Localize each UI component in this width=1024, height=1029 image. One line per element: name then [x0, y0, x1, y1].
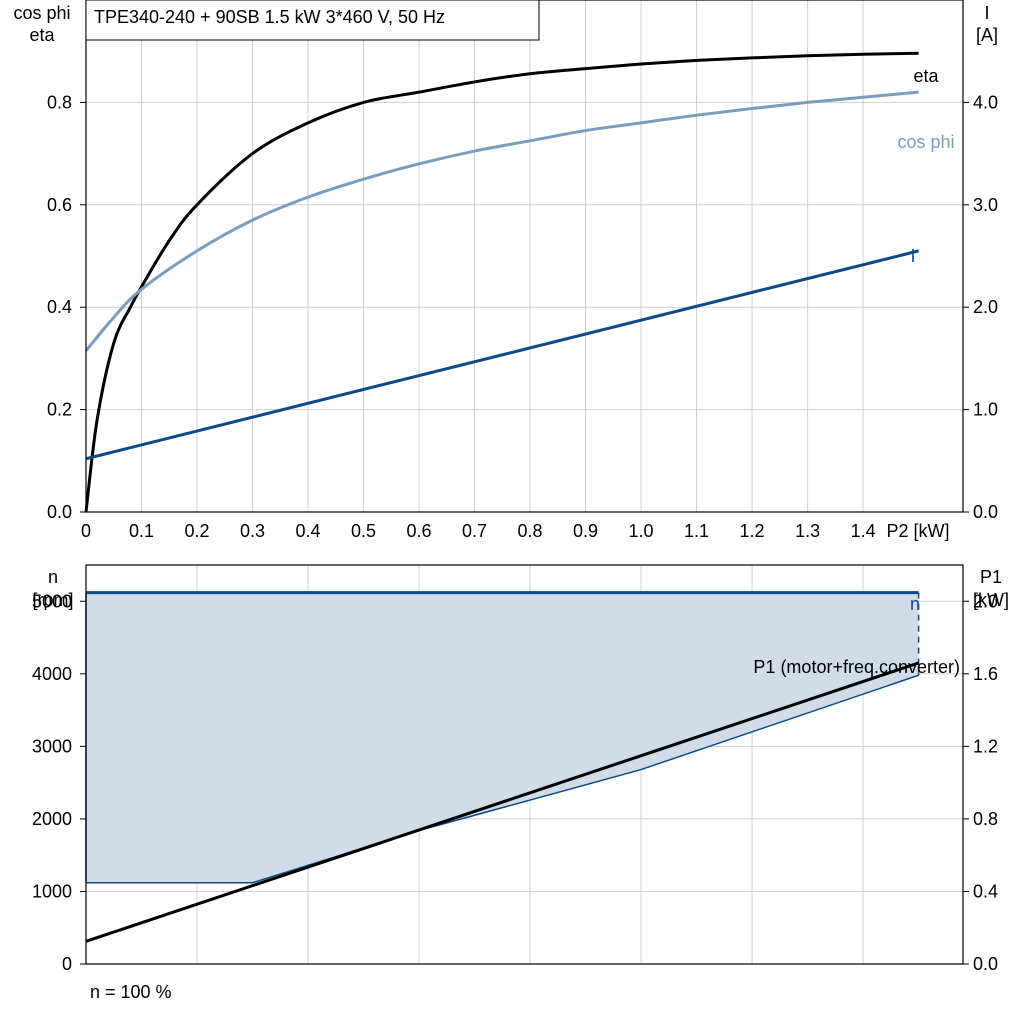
- top-chart-grid: [85, 0, 963, 513]
- x-tick-label: 0.4: [296, 521, 321, 541]
- x-tick-label: 1.1: [684, 521, 709, 541]
- top-chart-frame: [85, 0, 964, 513]
- top-left-axis-label-1: cos phi: [13, 3, 70, 23]
- current-line: [85, 249, 919, 461]
- bottom-right-tick-label: 0.0: [973, 954, 998, 974]
- bottom-left-axis-label-1: n: [48, 567, 58, 587]
- x-tick-label: 0.8: [518, 521, 543, 541]
- bottom-left-tick-label: 3000: [32, 736, 72, 756]
- bottom-left-tick-label: 5000: [32, 591, 72, 611]
- x-tick-label: 0.5: [351, 521, 376, 541]
- top-right-tick-label: 0.0: [973, 502, 998, 522]
- x-tick-label: 0.6: [407, 521, 432, 541]
- x-tick-label: 0: [81, 521, 91, 541]
- bottom-right-tick-label: 0.4: [973, 881, 998, 901]
- top-chart-series: [84, 51, 919, 513]
- top-left-tick-label: 0.2: [47, 400, 72, 420]
- bottom-left-axis-label-2: [rpm]: [32, 590, 73, 610]
- top-left-tick-label: 0.6: [47, 195, 72, 215]
- top-left-tick-label: 0.0: [47, 502, 72, 522]
- bottom-left-tick-label: 1000: [32, 881, 72, 901]
- p1-series-label: P1 (motor+freq.converter): [753, 657, 960, 677]
- x-tick-label: 0.9: [573, 521, 598, 541]
- p1-power-line: [85, 661, 920, 943]
- bottom-left-tick-label: 2000: [32, 809, 72, 829]
- x-tick-label: 0.3: [240, 521, 265, 541]
- x-tick-label: 1.2: [740, 521, 765, 541]
- x-tick-label: 1.4: [851, 521, 876, 541]
- x-tick-label: 0.7: [462, 521, 487, 541]
- cosphi-curve: [84, 90, 919, 352]
- bottom-left-tick-label: 4000: [32, 664, 72, 684]
- top-left-tick-label: 0.8: [47, 92, 72, 112]
- x-tick-label: 0.2: [184, 521, 209, 541]
- bottom-chart-ticks: 0 1000 2000 3000 4000 5000 0.0 0.4 0.8 1.2 1.6 2.0: [32, 591, 998, 974]
- speed-range-area: [86, 592, 919, 883]
- speed-series-label: n: [910, 594, 920, 614]
- x-tick-label: 0.1: [129, 521, 154, 541]
- eta-series-label: eta: [913, 66, 939, 86]
- x-tick-label: 1.0: [629, 521, 654, 541]
- current-series-label: I: [910, 246, 915, 266]
- top-right-tick-label: 3.0: [973, 195, 998, 215]
- top-left-axis-label-2: eta: [29, 25, 55, 45]
- bottom-left-tick-label: 0: [62, 954, 72, 974]
- chart-title: TPE340-240 + 90SB 1.5 kW 3*460 V, 50 Hz: [94, 7, 445, 27]
- top-right-tick-label: 1.0: [973, 400, 998, 420]
- bottom-right-axis-label-2: [kW]: [973, 590, 1009, 610]
- bottom-chart-frame: [85, 564, 964, 965]
- title-box: [85, 0, 540, 41]
- top-right-axis-label-2: [A]: [976, 25, 998, 45]
- top-right-tick-label: 2.0: [973, 297, 998, 317]
- x-axis-label: P2 [kW]: [886, 521, 949, 541]
- bottom-right-tick-label: 1.2: [973, 736, 998, 756]
- top-right-tick-label: 4.0: [973, 92, 998, 112]
- bottom-chart-series: [85, 591, 920, 943]
- top-chart-ticks: 0 0.1 0.2 0.3 0.4 0.5 0.6 0.7 0.8 0.9 1.0 1.1 1.2 1.3…: [47, 92, 998, 541]
- bottom-right-tick-label: 2.0: [973, 591, 998, 611]
- bottom-right-tick-label: 0.8: [973, 809, 998, 829]
- bottom-right-axis-label-1: P1: [980, 567, 1002, 587]
- bottom-right-tick-label: 1.6: [973, 664, 998, 684]
- top-right-axis-label-1: I: [984, 3, 989, 23]
- x-tick-label: 1.3: [795, 521, 820, 541]
- cosphi-series-label: cos phi: [897, 132, 954, 152]
- top-left-tick-label: 0.4: [47, 297, 72, 317]
- eta-curve: [84, 51, 919, 513]
- speed-footnote: n = 100 %: [90, 982, 172, 1002]
